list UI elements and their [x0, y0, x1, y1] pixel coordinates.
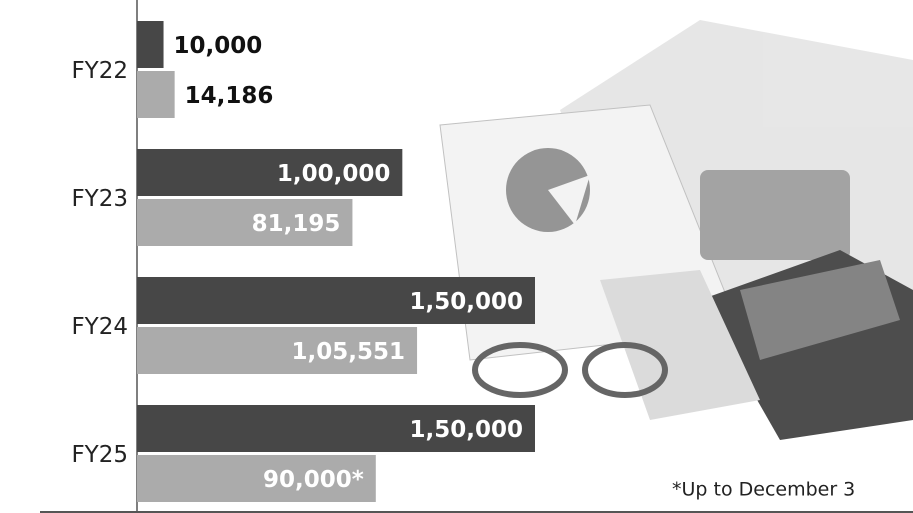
- background-illustration: [439, 20, 913, 440]
- value-label: 90,000*: [263, 467, 364, 493]
- bar: [137, 455, 376, 502]
- bar: [137, 199, 353, 246]
- category-label: FY23: [71, 186, 128, 212]
- bar: [137, 149, 403, 196]
- bar: [137, 405, 535, 452]
- category-label: FY22: [71, 58, 128, 84]
- category-label: FY24: [71, 314, 128, 340]
- bar: [137, 277, 535, 324]
- category-label: FY25: [71, 442, 128, 468]
- value-label: 81,195: [252, 211, 341, 237]
- value-label: 10,000: [174, 33, 263, 59]
- value-label: 14,186: [185, 83, 274, 109]
- bar: [137, 21, 164, 68]
- value-label: 1,00,000: [277, 161, 391, 187]
- value-label: 1,05,551: [292, 339, 406, 365]
- bar: [137, 71, 175, 118]
- value-label: 1,50,000: [410, 289, 524, 315]
- bar: [137, 327, 418, 374]
- footnote: *Up to December 3: [672, 479, 855, 501]
- value-label: 1,50,000: [410, 417, 524, 443]
